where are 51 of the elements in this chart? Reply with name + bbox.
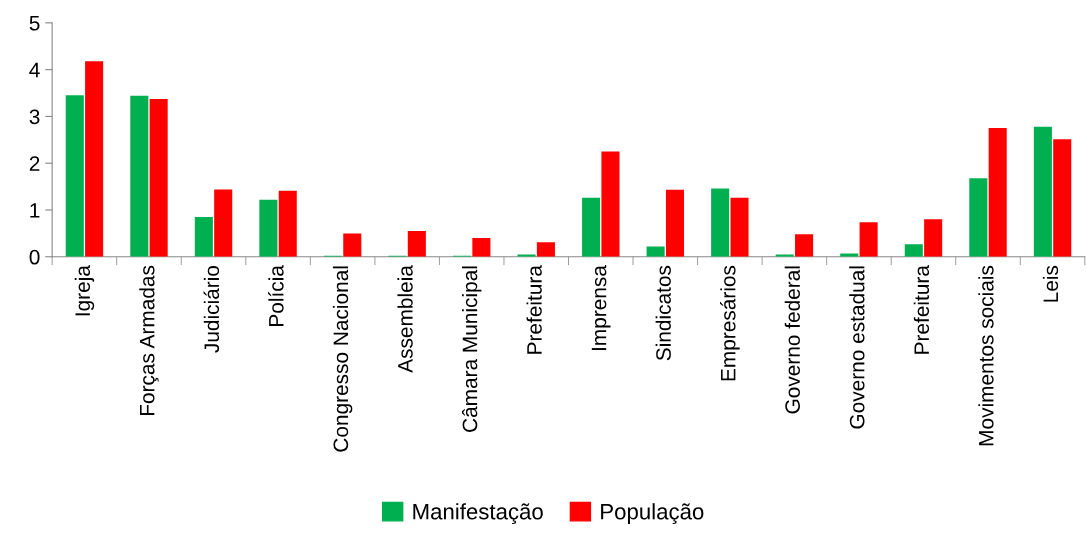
bar (665, 189, 685, 257)
bar (988, 128, 1007, 257)
bar (840, 253, 859, 257)
bar (730, 197, 749, 257)
bar (214, 189, 233, 257)
x-tick-label: Leis (1042, 265, 1059, 302)
x-tick-label: Governo federal (784, 266, 800, 414)
bar (149, 99, 168, 257)
y-tick-label: 2 (29, 156, 40, 171)
bar (711, 188, 730, 257)
x-tick-label: Empresários (720, 265, 740, 381)
x-tick-label: Assembleia (397, 265, 413, 373)
bar (1033, 126, 1052, 257)
x-tick-label: Prefeitura (913, 265, 930, 354)
x-tick-label: Forças Armadas (139, 265, 159, 416)
bar (65, 95, 84, 257)
y-tick-label: 3 (29, 109, 40, 125)
x-tick-label: Prefeitura (526, 265, 542, 354)
bar (601, 151, 620, 257)
y-tick-label: 5 (29, 16, 40, 31)
x-tick-label: Judiciário (203, 265, 220, 353)
bar (343, 233, 362, 257)
x-tick-label: Congresso Nacional (332, 266, 353, 452)
bar (859, 222, 878, 257)
bar (472, 238, 491, 257)
bar (259, 199, 278, 257)
x-tick-label: Câmara Municipal (461, 266, 482, 432)
x-tick-label: Governo estadual (849, 266, 865, 429)
bar (904, 244, 923, 257)
bar (582, 197, 601, 257)
x-tick-label: Movimentos sociais (978, 265, 994, 446)
legend-label: População (601, 503, 704, 524)
x-tick-label: Imprensa (591, 265, 611, 351)
bar (795, 234, 814, 257)
x-tick-label: Polícia (268, 265, 284, 326)
bar (646, 246, 665, 257)
bar (536, 242, 555, 257)
bar (924, 219, 943, 257)
legend-label: Manifestação (413, 503, 543, 524)
x-tick-label: Igreja (74, 265, 95, 316)
y-tick-label: 1 (30, 203, 40, 218)
bar (969, 178, 988, 257)
y-tick-label: 0 (29, 249, 40, 265)
bar (407, 231, 426, 257)
bar (1053, 139, 1072, 257)
bar (194, 217, 213, 257)
bar (85, 61, 104, 257)
bar (130, 95, 149, 257)
y-tick-label: 4 (29, 62, 40, 78)
bar (278, 190, 297, 257)
x-tick-label: Sindicatos (655, 265, 671, 361)
